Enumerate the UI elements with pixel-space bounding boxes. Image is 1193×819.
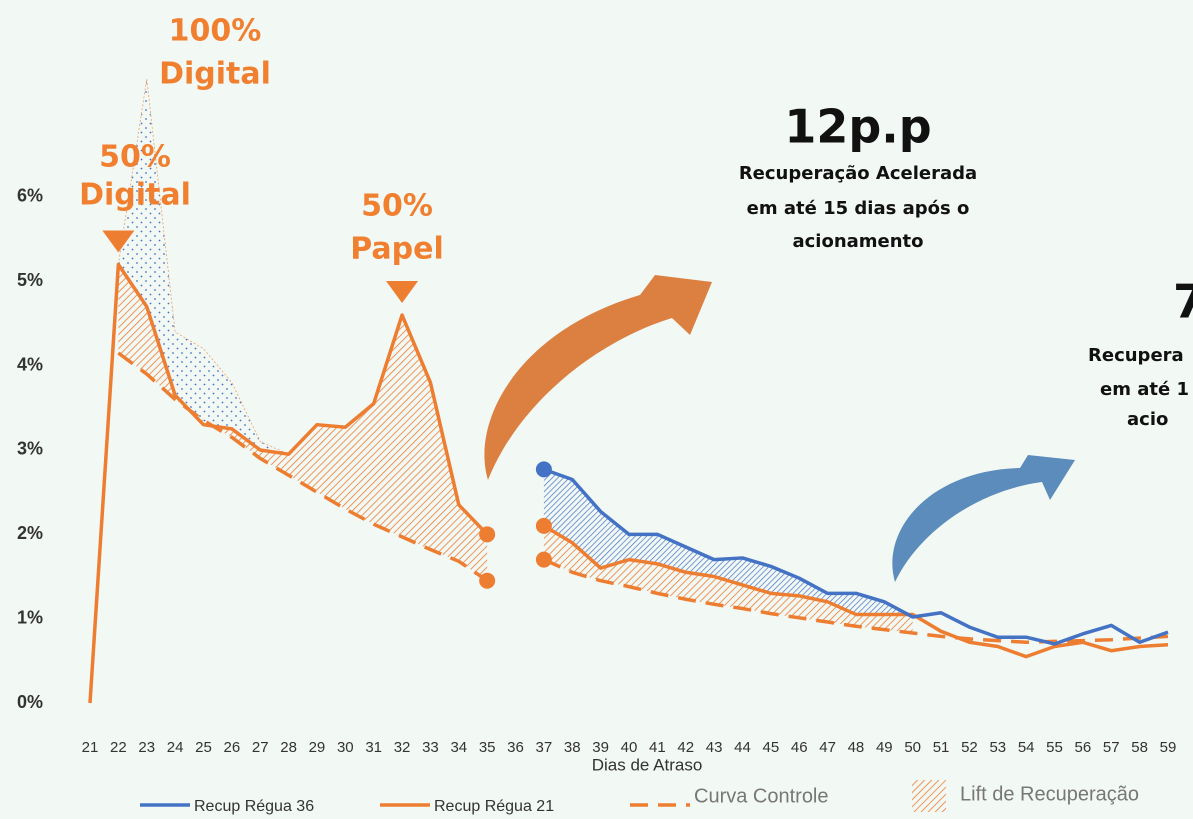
x-tick-label: 39 (592, 739, 609, 756)
x-tick-label: 34 (450, 739, 467, 756)
orange-arrow (484, 275, 712, 480)
x-tick-label: 29 (309, 739, 326, 756)
annotation: 50% (361, 189, 433, 224)
x-tick-label: 54 (1018, 739, 1035, 756)
pointer (102, 230, 135, 253)
x-tick-label: 46 (791, 739, 808, 756)
blue-arrow (892, 455, 1075, 582)
lift-area (118, 78, 289, 455)
y-tick-label: 6% (17, 186, 43, 206)
annotation: em até 1 (1100, 379, 1189, 400)
x-tick-label: 59 (1160, 739, 1177, 756)
x-tick-label: 26 (223, 739, 240, 756)
end-dot (535, 461, 552, 478)
annotation: 50% (99, 140, 171, 175)
x-tick-label: 30 (337, 739, 354, 756)
annotation: 100% (169, 14, 262, 49)
x-tick-label: 36 (507, 739, 524, 756)
y-tick-label: 5% (17, 270, 43, 290)
x-tick-label: 32 (394, 739, 411, 756)
legend-label: Curva Controle (694, 785, 829, 807)
x-tick-label: 37 (536, 739, 553, 756)
x-tick-label: 21 (82, 739, 99, 756)
annotation: acio (1127, 409, 1168, 430)
x-tick-label: 28 (280, 739, 297, 756)
x-tick-label: 45 (762, 739, 779, 756)
pointer (386, 281, 419, 304)
series-line (117, 78, 289, 455)
legend-label: Lift de Recuperação (960, 783, 1139, 805)
x-tick-label: 51 (933, 739, 950, 756)
annotation: em até 15 dias após o (747, 198, 970, 219)
x-tick-label: 58 (1131, 739, 1148, 756)
annotation: Recupera (1088, 345, 1184, 366)
annotation: Recuperação Acelerada (739, 163, 977, 184)
x-tick-label: 33 (422, 739, 439, 756)
x-tick-label: 31 (365, 739, 382, 756)
end-dot (479, 526, 496, 543)
x-tick-label: 22 (110, 739, 127, 756)
x-axis-label: Dias de Atraso (592, 755, 703, 774)
control-line (117, 351, 1169, 645)
lift-area (543, 525, 913, 633)
x-tick-label: 23 (138, 739, 155, 756)
annotation: Digital (79, 178, 191, 213)
x-tick-label: 25 (195, 739, 212, 756)
annotation: acionamento (792, 231, 923, 252)
x-tick-label: 41 (649, 739, 666, 756)
legend-swatch (912, 780, 946, 812)
y-tick-label: 2% (17, 523, 43, 543)
annotation: Papel (350, 232, 444, 267)
end-dot (479, 572, 496, 589)
x-tick-label: 48 (848, 739, 865, 756)
y-tick-label: 1% (17, 607, 43, 627)
lift-area (543, 469, 913, 617)
y-tick-label: 3% (17, 439, 43, 459)
end-dot (535, 517, 552, 534)
x-tick-label: 38 (564, 739, 581, 756)
legend-label: Recup Régua 36 (194, 798, 314, 815)
x-tick-label: 44 (734, 739, 751, 756)
series-line (88, 262, 1169, 704)
series-line (543, 467, 1169, 646)
y-tick-label: 0% (17, 692, 43, 712)
x-tick-label: 56 (1075, 739, 1092, 756)
x-tick-label: 53 (989, 739, 1006, 756)
annotation: 7 (1173, 275, 1193, 329)
x-tick-label: 49 (876, 739, 893, 756)
annotation: Digital (159, 57, 271, 92)
y-tick-label: 4% (17, 354, 43, 374)
x-tick-label: 52 (961, 739, 978, 756)
annotation: 12p.p (784, 100, 931, 154)
x-tick-label: 24 (167, 739, 184, 756)
end-dot (535, 551, 552, 568)
x-tick-label: 42 (677, 739, 694, 756)
lift-area (118, 264, 488, 581)
legend-label: Recup Régua 21 (434, 798, 554, 815)
x-tick-label: 43 (706, 739, 723, 756)
x-tick-label: 57 (1103, 739, 1120, 756)
x-tick-label: 27 (252, 739, 269, 756)
x-tick-label: 35 (479, 739, 496, 756)
x-tick-label: 40 (621, 739, 638, 756)
x-tick-label: 47 (819, 739, 836, 756)
x-tick-label: 50 (904, 739, 921, 756)
x-tick-label: 55 (1046, 739, 1063, 756)
